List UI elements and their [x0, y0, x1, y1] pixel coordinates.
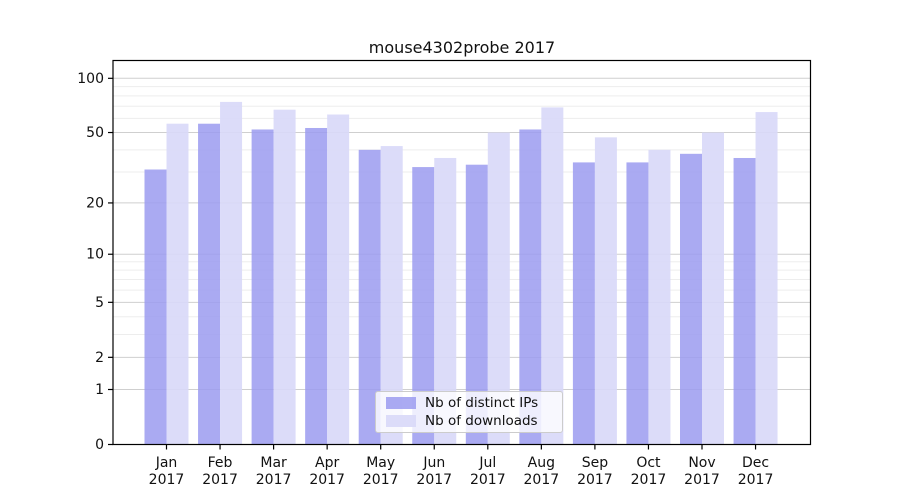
x-tick-label-year-jul-2017: 2017: [470, 472, 506, 488]
chart-title: mouse4302probe 2017: [368, 38, 556, 57]
bar-nb-of-downloads-jul-2017: [487, 132, 510, 445]
y-tick-label-50: 50: [86, 125, 104, 141]
bar-nb-of-distinct-ips-jun-2017: [412, 167, 435, 445]
x-tick-label-month-dec-2017: Dec: [742, 455, 769, 471]
bar-nb-of-downloads-sep-2017: [594, 137, 617, 445]
x-tick-label-month-nov-2017: Nov: [688, 455, 715, 471]
bar-nb-of-distinct-ips-aug-2017: [519, 129, 542, 445]
y-tick-label-1: 1: [95, 382, 104, 398]
bar-nb-of-downloads-dec-2017: [755, 112, 778, 445]
x-tick-label-month-feb-2017: Feb: [208, 455, 233, 471]
x-tick-label-month-sep-2017: Sep: [582, 455, 609, 471]
bar-nb-of-downloads-apr-2017: [327, 114, 350, 445]
x-tick-label-year-aug-2017: 2017: [524, 472, 560, 488]
y-tick-label-20: 20: [86, 195, 104, 211]
x-tick-label-year-oct-2017: 2017: [631, 472, 667, 488]
legend-label: Nb of distinct IPs: [425, 395, 539, 412]
bar-nb-of-downloads-aug-2017: [541, 107, 564, 445]
bar-nb-of-downloads-mar-2017: [273, 109, 296, 445]
bar-nb-of-downloads-jun-2017: [434, 157, 457, 445]
bar-nb-of-downloads-may-2017: [380, 146, 403, 445]
bar-nb-of-distinct-ips-jul-2017: [465, 164, 488, 445]
plot-border: [112, 59, 812, 446]
bar-nb-of-downloads-feb-2017: [220, 101, 243, 445]
x-tick-label-year-feb-2017: 2017: [202, 472, 238, 488]
y-tick-label-0: 0: [95, 437, 104, 453]
bar-nb-of-distinct-ips-feb-2017: [198, 123, 221, 445]
bar-nb-of-distinct-ips-nov-2017: [680, 153, 702, 445]
bar-nb-of-distinct-ips-oct-2017: [626, 162, 649, 445]
x-tick-label-month-mar-2017: Mar: [260, 455, 287, 471]
x-tick-label-year-mar-2017: 2017: [256, 472, 292, 488]
bar-nb-of-downloads-nov-2017: [702, 132, 724, 445]
x-tick-label-month-jul-2017: Jul: [478, 455, 496, 471]
bar-nb-of-distinct-ips-jan-2017: [144, 169, 167, 445]
legend-label: Nb of downloads: [425, 412, 538, 429]
x-tick-label-month-may-2017: May: [366, 455, 395, 471]
x-tick-label-month-jun-2017: Jun: [422, 455, 445, 471]
x-tick-label-year-apr-2017: 2017: [309, 472, 345, 488]
bar-nb-of-distinct-ips-apr-2017: [305, 127, 328, 445]
x-tick-label-year-may-2017: 2017: [363, 472, 399, 488]
y-tick-label-10: 10: [86, 247, 104, 263]
legend-swatch-nb-of-downloads: [386, 414, 416, 427]
y-tick-label-100: 100: [77, 71, 104, 87]
bar-nb-of-distinct-ips-sep-2017: [572, 162, 595, 445]
y-tick-label-2: 2: [95, 350, 104, 366]
x-tick-label-year-jan-2017: 2017: [149, 472, 185, 488]
y-tick-label-5: 5: [95, 295, 104, 311]
bar-nb-of-downloads-oct-2017: [648, 149, 671, 445]
bar-nb-of-distinct-ips-may-2017: [358, 149, 381, 445]
legend-entry-nb-of-downloads: Nb of downloads: [386, 413, 554, 429]
x-tick-label-year-dec-2017: 2017: [738, 472, 774, 488]
x-tick-label-year-sep-2017: 2017: [577, 472, 613, 488]
legend-swatch-nb-of-distinct-ips: [386, 397, 416, 410]
bar-nb-of-distinct-ips-mar-2017: [251, 129, 274, 445]
x-tick-label-month-aug-2017: Aug: [528, 455, 555, 471]
legend-entry-nb-of-distinct-ips: Nb of distinct IPs: [386, 395, 554, 411]
x-tick-label-month-jan-2017: Jan: [155, 455, 178, 471]
x-tick-label-year-jun-2017: 2017: [416, 472, 452, 488]
legend: Nb of distinct IPs Nb of downloads: [375, 391, 563, 433]
x-tick-label-year-nov-2017: 2017: [684, 472, 720, 488]
bar-nb-of-distinct-ips-dec-2017: [733, 157, 756, 445]
bar-nb-of-downloads-jan-2017: [166, 123, 189, 445]
x-tick-label-month-oct-2017: Oct: [636, 455, 661, 471]
x-tick-label-month-apr-2017: Apr: [315, 455, 339, 471]
